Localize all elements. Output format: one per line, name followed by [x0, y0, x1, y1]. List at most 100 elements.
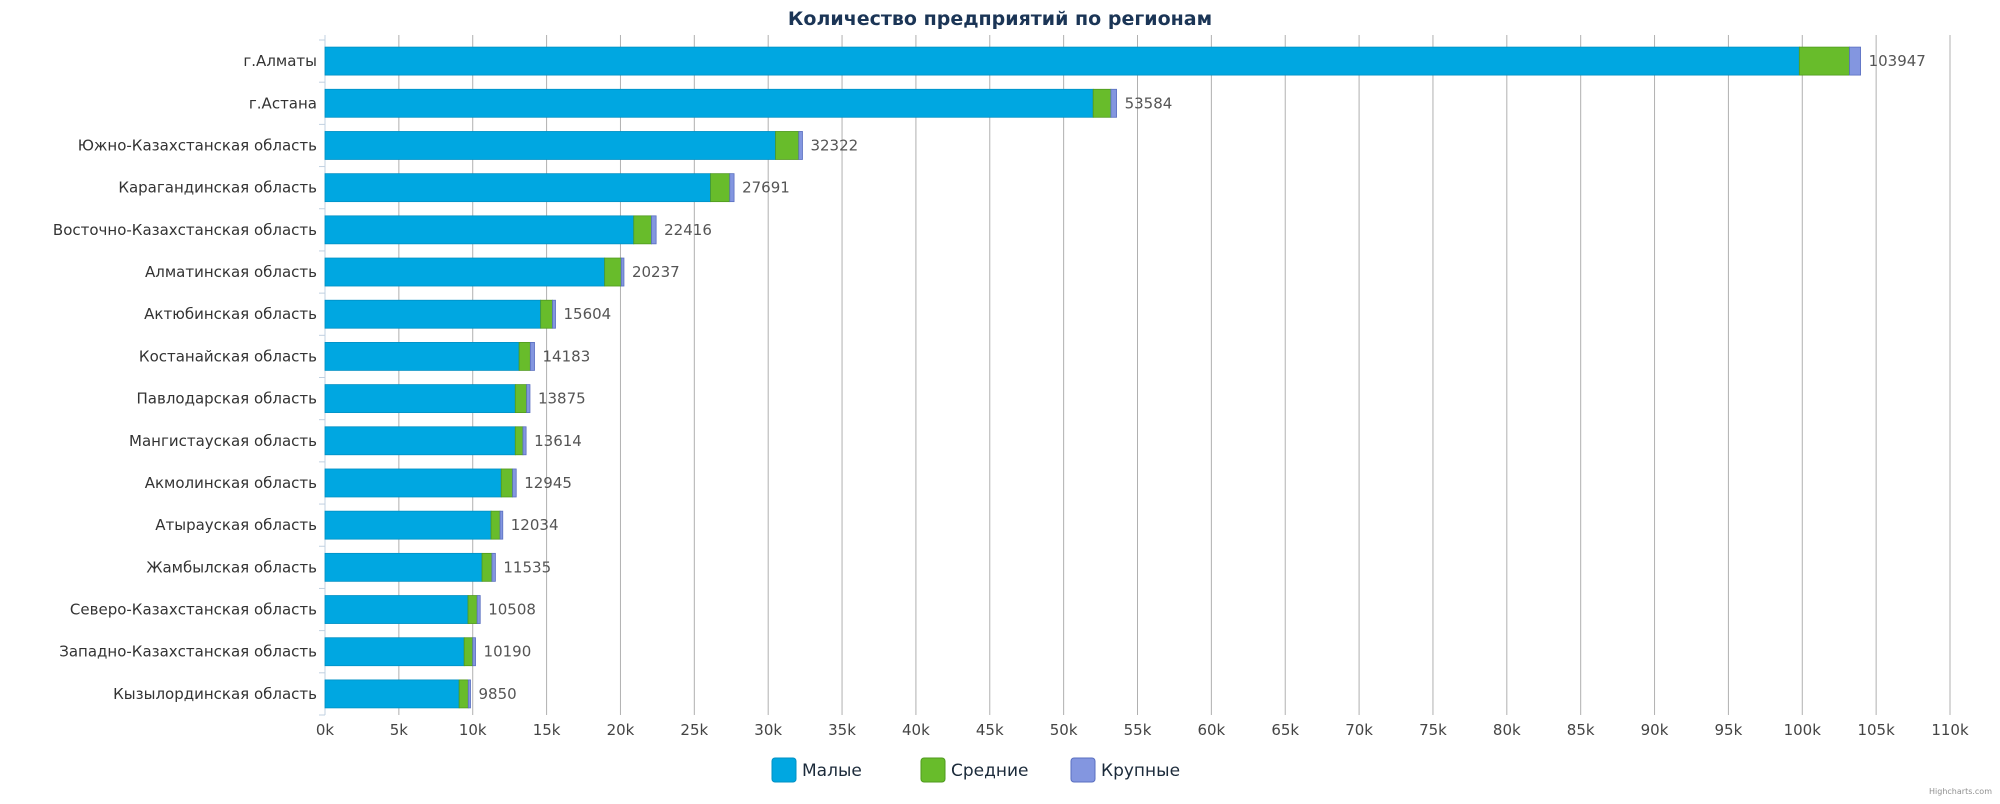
x-tick-label: 15k: [533, 721, 561, 739]
bar-small: [324, 426, 516, 456]
value-label: 27691: [742, 179, 790, 197]
value-label: 14183: [543, 347, 591, 365]
bar-medium: [775, 131, 800, 160]
value-label: 20237: [632, 263, 680, 281]
category-label: г.Алматы: [243, 52, 317, 70]
bar-small: [324, 679, 460, 709]
bar-medium: [633, 215, 652, 245]
category-label: Южно-Казахстанская область: [78, 136, 317, 154]
category-label: Восточно-Казахстанская область: [53, 221, 317, 239]
bar-small: [324, 552, 483, 582]
value-label: 32322: [810, 136, 858, 154]
bar-small: [324, 131, 776, 160]
bar-large: [1849, 46, 1861, 76]
value-label: 13614: [534, 432, 582, 450]
x-tick-label: 95k: [1715, 721, 1743, 739]
category-label: Жамбылская область: [146, 558, 317, 576]
bar-medium: [463, 637, 474, 667]
value-label: 10190: [484, 643, 532, 661]
legend-item[interactable]: Средние: [920, 757, 1029, 783]
x-tick-label: 0k: [316, 721, 335, 739]
value-label: 10508: [488, 601, 536, 619]
category-label: Западно-Казахстанская область: [59, 643, 317, 661]
bar-medium: [514, 384, 528, 413]
bar-large: [651, 215, 657, 245]
bar-large: [476, 595, 481, 624]
bar-small: [324, 299, 542, 329]
category-label: Атырауская область: [155, 516, 317, 534]
bar-small: [324, 595, 469, 624]
category-label: Актюбинская область: [144, 305, 317, 323]
bar-large: [467, 679, 471, 709]
bar-medium: [1092, 88, 1112, 118]
x-tick-label: 55k: [1124, 721, 1152, 739]
bar-small: [324, 88, 1094, 118]
x-tick-label: 85k: [1567, 721, 1595, 739]
bar-large: [529, 342, 535, 371]
bar-medium: [500, 468, 514, 498]
category-label: Павлодарская область: [137, 390, 317, 408]
x-tick-label: 80k: [1493, 721, 1521, 739]
bar-small: [324, 257, 606, 287]
legend-label: Крупные: [1101, 761, 1180, 781]
x-tick-label: 100k: [1784, 721, 1822, 739]
x-tick-label: 105k: [1857, 721, 1895, 739]
bar-medium: [540, 299, 553, 329]
x-tick-label: 65k: [1271, 721, 1299, 739]
value-label: 22416: [664, 221, 712, 239]
legend-label: Средние: [951, 761, 1029, 781]
x-tick-label: 45k: [976, 721, 1004, 739]
legend-swatch: [1070, 757, 1096, 783]
category-label: Карагандинская область: [118, 179, 317, 197]
bar-medium: [458, 679, 469, 709]
bar-large: [522, 426, 527, 456]
bar-large: [1110, 88, 1117, 118]
bar-large: [620, 257, 625, 287]
legend-swatch: [771, 757, 797, 783]
value-label: 12945: [524, 474, 572, 492]
bar-small: [324, 46, 1800, 76]
category-label: Мангистауская область: [129, 432, 317, 450]
category-label: Акмолинская область: [145, 474, 317, 492]
legend-item[interactable]: Малые: [771, 757, 862, 783]
bar-large: [798, 131, 803, 160]
bar-small: [324, 510, 492, 540]
x-tick-label: 25k: [680, 721, 708, 739]
x-tick-label: 110k: [1931, 721, 1969, 739]
value-label: 12034: [511, 516, 559, 534]
x-tick-label: 5k: [390, 721, 409, 739]
value-label: 53584: [1125, 94, 1173, 112]
legend-swatch: [920, 757, 946, 783]
x-tick-label: 75k: [1419, 721, 1447, 739]
bar-large: [499, 510, 504, 540]
x-tick-label: 60k: [1197, 721, 1225, 739]
bar-large: [512, 468, 517, 498]
chart-title: Количество предприятий по регионам: [788, 8, 1212, 30]
bar-medium: [518, 342, 531, 371]
category-label: Алматинская область: [145, 263, 317, 281]
legend-item[interactable]: Крупные: [1070, 757, 1180, 783]
bar-medium: [1798, 46, 1850, 76]
value-label: 9850: [479, 685, 517, 703]
x-tick-label: 35k: [828, 721, 856, 739]
category-label: Северо-Казахстанская область: [70, 601, 317, 619]
x-tick-label: 30k: [754, 721, 782, 739]
category-label: г.Астана: [249, 94, 317, 112]
x-tick-label: 50k: [1050, 721, 1078, 739]
bar-small: [324, 637, 465, 667]
x-tick-label: 90k: [1641, 721, 1669, 739]
bar-medium: [481, 552, 493, 582]
category-label: Костанайская область: [139, 347, 317, 365]
bar-medium: [490, 510, 501, 540]
credit[interactable]: Highcharts.com: [1929, 787, 1992, 796]
bar-large: [526, 384, 531, 413]
value-label: 15604: [564, 305, 612, 323]
bar-large: [472, 637, 476, 667]
bar-small: [324, 342, 520, 371]
x-tick-label: 20k: [607, 721, 635, 739]
bar-medium: [467, 595, 478, 624]
value-label: 13875: [538, 390, 586, 408]
bar-large: [729, 173, 735, 203]
bar-medium: [514, 426, 524, 456]
legend-label: Малые: [802, 761, 862, 781]
